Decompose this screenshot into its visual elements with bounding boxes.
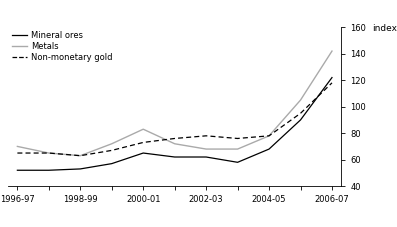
Metals [141,128,146,131]
Legend: Mineral ores, Metals, Non-monetary gold: Mineral ores, Metals, Non-monetary gold [12,31,113,62]
Metals [15,145,20,148]
Y-axis label: index: index [372,24,397,33]
Metals [172,142,177,145]
Non-monetary gold [15,152,20,154]
Metals [267,134,272,137]
Non-monetary gold [204,134,208,137]
Metals [110,142,114,145]
Mineral ores [172,156,177,158]
Non-monetary gold [172,137,177,140]
Line: Non-monetary gold: Non-monetary gold [17,83,332,156]
Metals [298,99,303,101]
Non-monetary gold [46,152,51,154]
Line: Mineral ores: Mineral ores [17,78,332,170]
Metals [330,50,334,52]
Non-monetary gold [78,154,83,157]
Non-monetary gold [110,149,114,152]
Mineral ores [235,161,240,164]
Mineral ores [267,148,272,151]
Metals [235,148,240,151]
Non-monetary gold [267,134,272,137]
Mineral ores [330,76,334,79]
Mineral ores [110,162,114,165]
Mineral ores [204,156,208,158]
Line: Metals: Metals [17,51,332,156]
Non-monetary gold [141,141,146,144]
Mineral ores [78,168,83,170]
Mineral ores [46,169,51,172]
Mineral ores [141,152,146,154]
Metals [204,148,208,151]
Non-monetary gold [235,137,240,140]
Non-monetary gold [298,112,303,115]
Metals [46,152,51,154]
Mineral ores [15,169,20,172]
Non-monetary gold [330,81,334,84]
Mineral ores [298,118,303,121]
Metals [78,154,83,157]
